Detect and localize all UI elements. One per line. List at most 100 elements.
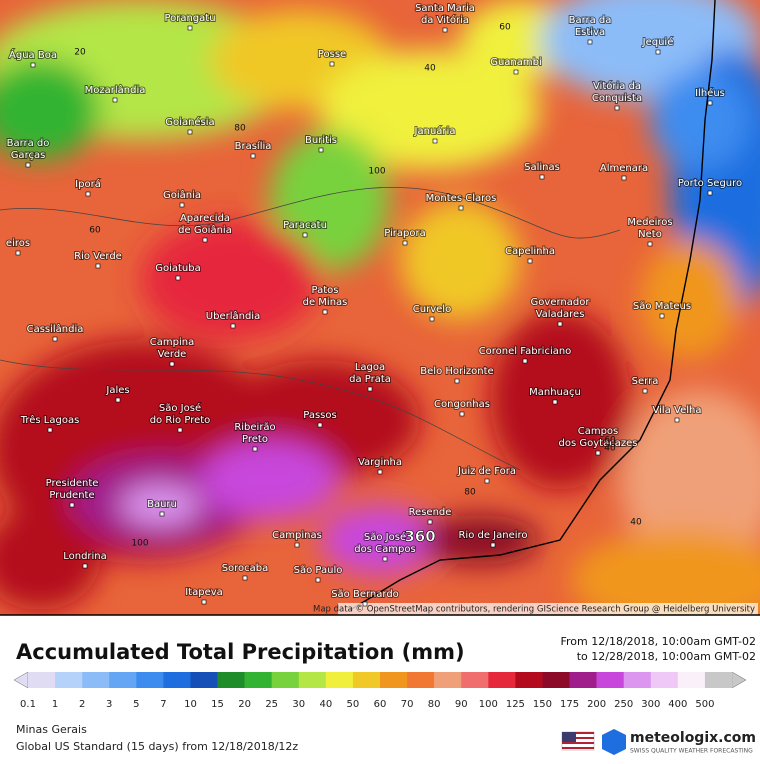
legend-swatch	[596, 672, 624, 688]
city-marker	[484, 478, 490, 484]
legend-label: 7	[160, 699, 166, 710]
city-label: Almenara	[600, 163, 648, 174]
legend-label: 15	[211, 699, 224, 710]
city-marker	[557, 321, 563, 327]
city-marker	[595, 450, 601, 456]
city-label: Garças	[11, 150, 46, 161]
city-marker	[707, 100, 713, 106]
city-label: Serra	[632, 376, 659, 387]
city-label: Medeiros	[627, 217, 672, 228]
contour-label: 40	[424, 64, 436, 74]
city-label: Itapeva	[185, 587, 223, 598]
city-label: Goiânia	[163, 189, 201, 201]
city-label: Iporá	[75, 178, 101, 190]
city-label: Salinas	[524, 162, 560, 173]
city-label: da Vitória	[421, 14, 469, 26]
city-marker	[429, 316, 435, 322]
city-marker	[329, 61, 335, 67]
legend-swatch	[434, 672, 462, 688]
city-label: Coronel Fabriciano	[479, 346, 572, 357]
city-label: Belo Horizonte	[420, 366, 493, 377]
city-label: Porangatu	[164, 13, 215, 24]
city-label: Sorocaba	[222, 563, 269, 574]
city-label: Paracatu	[283, 220, 327, 231]
city-marker	[242, 575, 248, 581]
logo-icon	[602, 729, 626, 755]
contour-label: 100	[368, 167, 385, 177]
title: Accumulated Total Precipitation (mm)	[16, 640, 465, 664]
legend-label: 300	[641, 699, 660, 710]
legend: 0.1 1 2 3 5 7 10 15 20 25 30 40 50 60 70 80 90 100 125 150 1…	[13, 671, 747, 710]
city-label: Posse	[318, 49, 346, 60]
legend-swatch	[217, 672, 245, 688]
legend-swatch	[650, 672, 679, 688]
slogan: SWISS QUALITY WEATHER FORECASTING	[630, 748, 753, 755]
city-marker	[302, 232, 308, 238]
legend-label: 2	[79, 699, 85, 710]
city-label: Jequié	[642, 36, 674, 48]
legend-swatch	[461, 672, 489, 688]
city-label: Vitória da	[593, 80, 641, 92]
city-marker	[382, 556, 388, 562]
city-label: Congonhas	[434, 399, 490, 410]
flag	[561, 731, 595, 751]
legend-label: 25	[265, 699, 278, 710]
legend-label: 100	[479, 699, 498, 710]
contour-label: 360	[404, 528, 435, 546]
legend-swatch	[190, 672, 218, 688]
city-marker	[250, 153, 256, 159]
legend-swatch	[515, 672, 543, 688]
city-label: Resende	[409, 507, 452, 518]
city-label: dos Goytacazes	[559, 438, 638, 449]
city-label: Rio Verde	[74, 251, 122, 262]
legend-label: 40	[319, 699, 332, 710]
city-label: Rio de Janeiro	[458, 530, 527, 541]
contour-label: 40	[630, 518, 642, 528]
contour-label: 20	[74, 48, 86, 58]
city-marker	[187, 25, 193, 31]
legend-label: 20	[238, 699, 251, 710]
city-marker	[187, 129, 193, 135]
city-marker	[587, 39, 593, 45]
city-marker	[95, 263, 101, 269]
legend-arrow-left	[13, 671, 29, 689]
city-label: São José	[364, 531, 406, 543]
city-label: Água Boa	[9, 48, 57, 61]
city-marker	[317, 422, 323, 428]
city-label: Governador	[531, 297, 591, 308]
legend-swatch	[488, 672, 516, 688]
city-marker	[25, 162, 31, 168]
city-label: Campinas	[272, 530, 322, 541]
city-label: Montes Claros	[426, 193, 497, 204]
logo: meteologix.com	[630, 730, 756, 746]
city-label: do Rio Preto	[150, 415, 211, 426]
city-label: Neto	[638, 229, 662, 240]
contour-label: 40	[604, 444, 616, 454]
legend-swatch	[298, 672, 327, 688]
contour-label: 80	[234, 124, 246, 134]
city-label: dos Campos	[354, 544, 415, 555]
legend-label: 10	[184, 699, 197, 710]
city-marker	[47, 427, 53, 433]
city-label: eiros	[6, 238, 30, 249]
city-label: São Paulo	[294, 565, 343, 576]
city-marker	[454, 378, 460, 384]
legend-swatch	[82, 672, 110, 688]
legend-swatch	[136, 672, 164, 688]
contour-label: 60	[499, 23, 511, 33]
city-label: Mozarlândia	[85, 84, 146, 96]
legend-label: 50	[347, 699, 360, 710]
city-marker	[30, 62, 36, 68]
legend-swatch	[623, 672, 652, 688]
city-label: Juiz de Fora	[457, 466, 516, 477]
legend-arrow-right	[731, 671, 747, 689]
city-marker	[707, 190, 713, 196]
legend-swatch	[244, 672, 272, 688]
legend-swatch	[28, 672, 56, 688]
legend-swatch	[271, 672, 300, 688]
legend-swatch	[407, 672, 435, 688]
city-label: Barra do	[7, 138, 50, 149]
city-marker	[82, 563, 88, 569]
city-marker	[112, 97, 118, 103]
